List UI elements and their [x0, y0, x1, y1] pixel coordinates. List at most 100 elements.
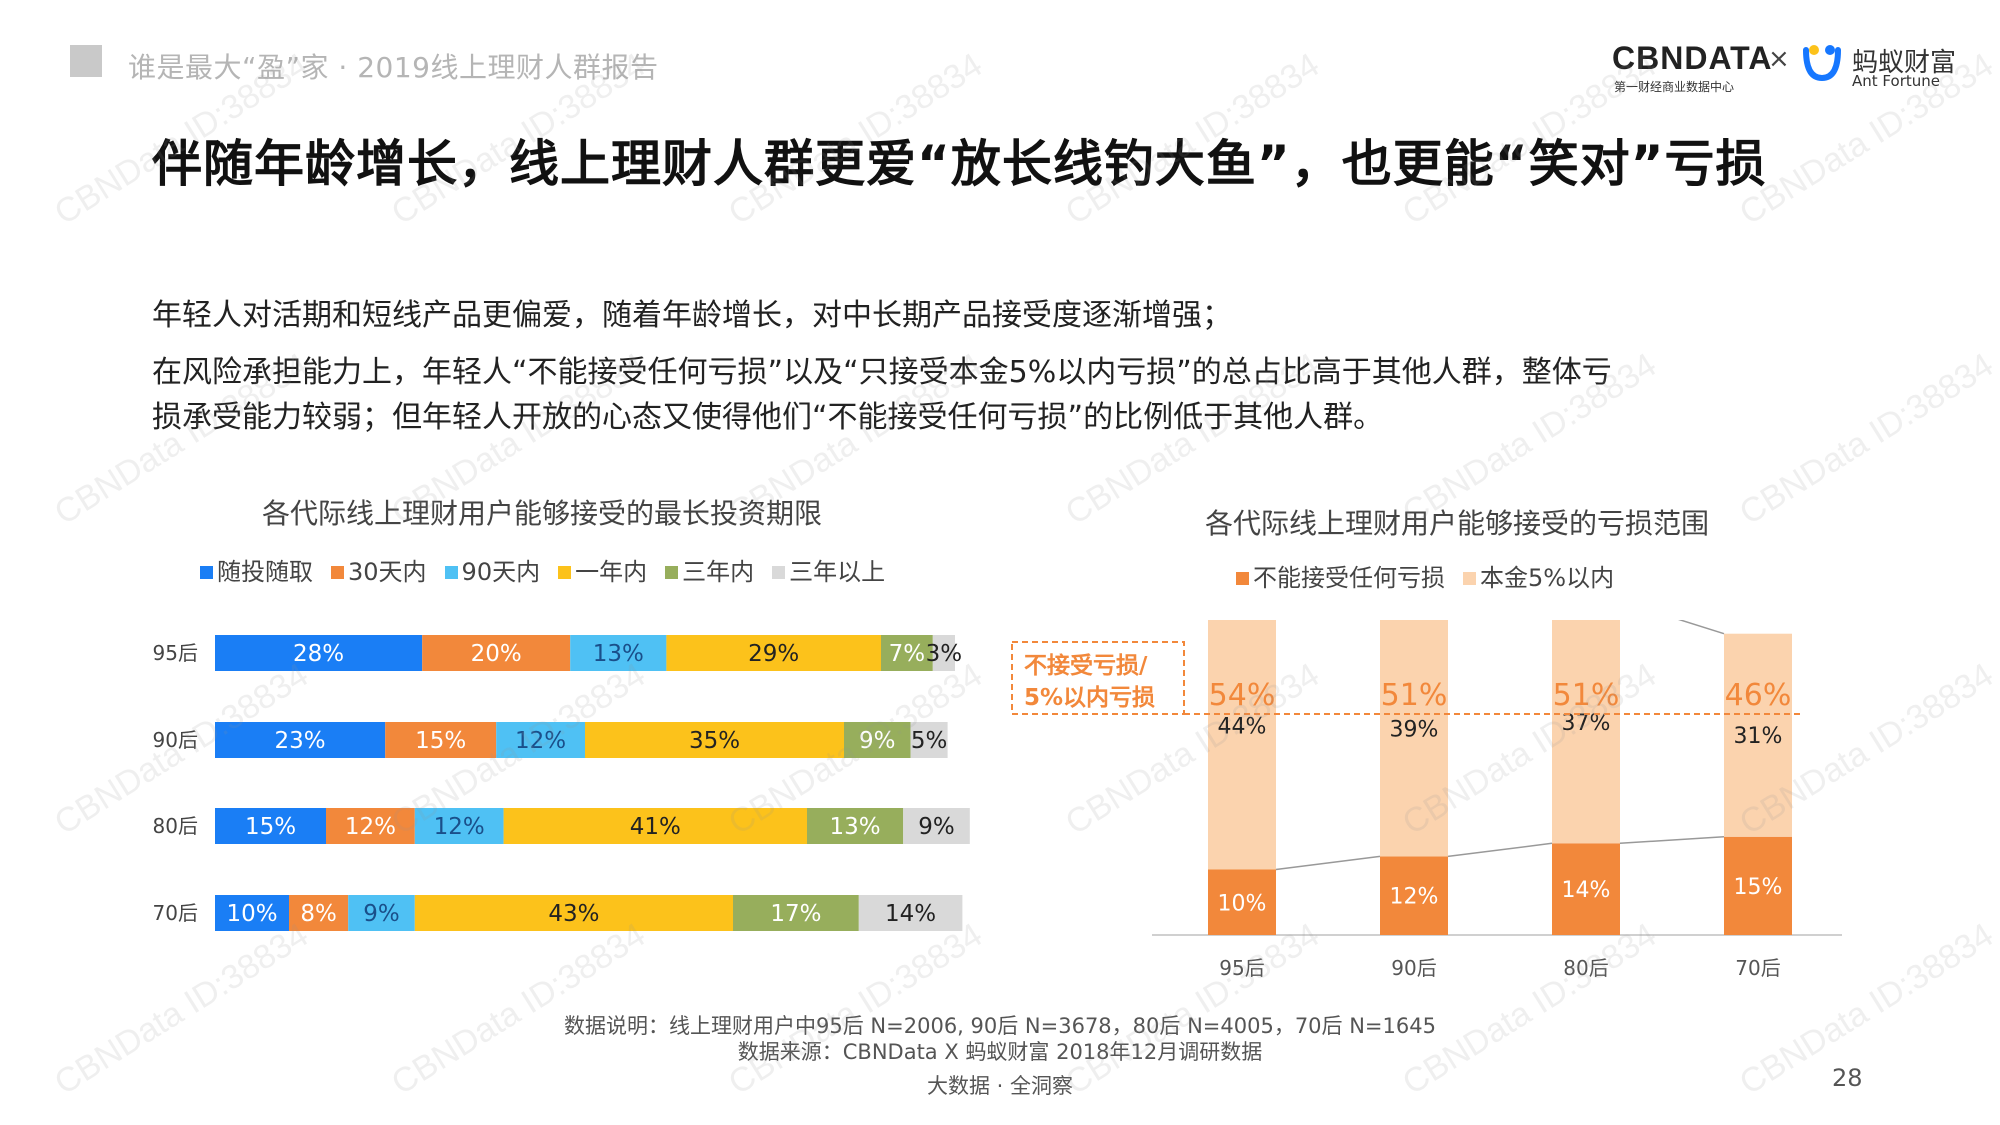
left-data-label: 3% [926, 641, 963, 667]
legend-swatch [331, 566, 344, 579]
left-bar-segment [666, 635, 881, 671]
legend-label: 随投随取 [217, 558, 313, 586]
cbndata-logo: CBNDATA [1612, 40, 1773, 76]
legend-label: 一年内 [575, 558, 648, 586]
left-data-label: 12% [345, 814, 396, 840]
left-data-label: 29% [748, 641, 799, 667]
right-bar-5pct [1552, 620, 1620, 844]
description-line-1: 年轻人对活期和短线产品更偏爱，随着年龄增长，对中长期产品接受度逐渐增强； [152, 298, 1232, 333]
right-data-label: 12% [1390, 885, 1439, 910]
right-totals-caption: 5%以内亏损 [1024, 685, 1155, 711]
left-chart: 95后 28% 20% 13% 29% 7% 3% 90后 23% 15% 12% 35% 9% 5% 80… [153, 635, 970, 931]
legend-swatch [558, 566, 572, 579]
right-connector-line [1677, 620, 1725, 635]
left-chart-legend: 随投随取 30天内 90天内 一年内 三年内 三年以上 [200, 552, 903, 587]
right-data-label: 44% [1218, 714, 1267, 739]
left-data-label: 41% [630, 814, 681, 840]
left-data-label: 13% [593, 641, 644, 667]
right-data-label: 37% [1562, 711, 1611, 736]
legend-label: 本金5%以内 [1480, 564, 1615, 592]
left-data-label: 10% [226, 901, 277, 927]
left-bar-segment [858, 895, 963, 931]
left-data-label: 7% [889, 641, 926, 667]
left-legend-item: 三年内 [665, 558, 754, 586]
left-data-label: 13% [830, 814, 881, 840]
right-connector-line [1619, 836, 1725, 845]
left-bar-segment [215, 895, 289, 931]
left-data-label: 8% [300, 901, 337, 927]
right-category-label: 80后 [1563, 956, 1608, 980]
left-legend-item: 三年以上 [772, 558, 885, 586]
legend-label: 三年以上 [789, 558, 886, 586]
left-bar-segment [326, 808, 415, 844]
left-data-label: 9% [363, 901, 400, 927]
right-bar-5pct [1380, 620, 1448, 857]
legend-swatch [1463, 572, 1476, 585]
left-bar-segment [503, 808, 807, 844]
left-data-label: 9% [918, 814, 955, 840]
left-data-label: 12% [515, 728, 566, 754]
left-bar-segment [385, 722, 497, 758]
data-note: 数据说明：线上理财用户中95后 N=2006, 90后 N=3678，80后 N… [564, 1014, 1436, 1038]
left-bar-segment [215, 722, 386, 758]
data-source: 数据来源：CBNData X 蚂蚁财富 2018年12月调研数据 [737, 1040, 1263, 1064]
left-data-label: 15% [245, 814, 296, 840]
ant-fortune-logo-icon [1803, 45, 1841, 82]
left-data-label: 35% [689, 728, 740, 754]
left-data-label: 43% [548, 901, 599, 927]
left-category-label: 90后 [153, 728, 198, 752]
right-total-label: 51% [1381, 678, 1448, 713]
right-legend-item: 不能接受任何亏损 [1236, 564, 1445, 592]
left-legend-item: 30天内 [331, 558, 427, 586]
right-data-label: 39% [1390, 718, 1439, 743]
footer-tagline: 大数据 · 全洞察 [926, 1074, 1074, 1098]
right-bar-no-loss [1552, 843, 1620, 935]
left-data-label: 9% [859, 728, 896, 754]
left-bar-segment [215, 808, 326, 844]
left-bar-segment [932, 635, 955, 671]
watermark-text: CBNData ID:38834 [1733, 345, 2000, 533]
left-category-label: 80后 [153, 814, 198, 838]
legend-label: 不能接受任何亏损 [1253, 564, 1445, 592]
right-data-label: 15% [1734, 875, 1783, 900]
right-connector-line [1275, 855, 1381, 871]
page-title: 伴随年龄增长，线上理财人群更爱“放长线钓大鱼”，也更能“笑对”亏损 [152, 135, 1767, 193]
left-data-label: 5% [911, 728, 948, 754]
legend-swatch [665, 566, 679, 579]
left-bar-segment [289, 895, 349, 931]
right-bar-no-loss [1208, 869, 1276, 935]
right-data-label: 10% [1218, 891, 1267, 916]
left-bar-segment [414, 808, 504, 844]
left-bar-segment [414, 895, 733, 931]
right-category-label: 70后 [1735, 956, 1780, 980]
description-line-2: 在风险承担能力上，年轻人“不能接受任何亏损”以及“只接受本金5%以内亏损”的总占… [152, 355, 1612, 390]
ant-fortune-logo-cn: 蚂蚁财富 [1852, 48, 1957, 78]
right-data-label: 31% [1734, 724, 1783, 749]
report-title: 谁是最大“盈”家 · 2019线上理财人群报告 [128, 51, 659, 84]
ant-fortune-logo-en: Ant Fortune [1852, 72, 1940, 90]
cbndata-logo-subtitle: 第一财经商业数据中心 [1614, 80, 1735, 94]
header-square-icon [70, 45, 102, 77]
left-bar-segment [881, 635, 933, 671]
left-data-label: 28% [293, 641, 344, 667]
left-bar-segment [496, 722, 585, 758]
right-connector-line [1447, 842, 1553, 858]
left-bar-segment [844, 722, 911, 758]
right-total-label: 54% [1209, 678, 1276, 713]
right-chart-title: 各代际线上理财用户能够接受的亏损范围 [1205, 507, 1710, 540]
right-chart-legend: 不能接受任何亏损 本金5%以内 [1236, 558, 1632, 593]
left-category-label: 70后 [153, 901, 198, 925]
left-bar-segment [733, 895, 859, 931]
left-bar-segment [585, 722, 844, 758]
right-category-label: 90后 [1391, 956, 1436, 980]
left-bar-segment [903, 808, 970, 844]
legend-swatch [200, 566, 213, 579]
left-bar-segment [570, 635, 667, 671]
left-bar-segment [215, 635, 423, 671]
legend-label: 三年内 [682, 558, 755, 586]
left-bar-segment [422, 635, 571, 671]
right-bar-5pct [1208, 620, 1276, 870]
right-bar-no-loss [1380, 856, 1448, 935]
page-number: 28 [1832, 1064, 1863, 1092]
logo-separator: × [1768, 44, 1790, 74]
